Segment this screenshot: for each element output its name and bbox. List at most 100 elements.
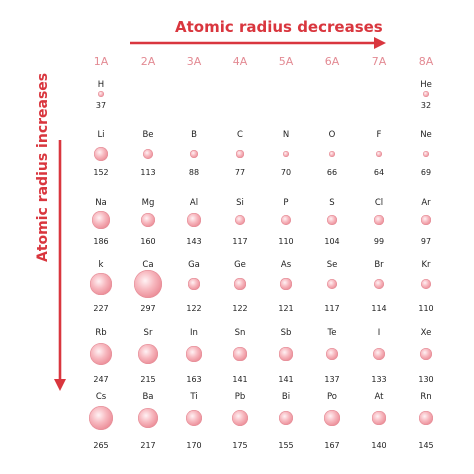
element-symbol: He [420, 80, 432, 90]
element-symbol: B [191, 130, 197, 140]
element-symbol: N [282, 130, 290, 140]
group-label: 6A [324, 55, 340, 68]
atomic-radius-value: 167 [324, 441, 340, 450]
atomic-radius-value: 88 [188, 168, 200, 177]
atom-circle [189, 149, 199, 159]
atom-circle [324, 410, 340, 426]
atom-circle [234, 278, 246, 290]
atom-circle [88, 405, 114, 431]
atom-circle [327, 215, 337, 225]
atom-circle [188, 278, 200, 290]
atomic-radius-value: 227 [93, 304, 109, 313]
element-symbol: Sb [280, 328, 292, 338]
element-symbol: Ne [420, 130, 432, 140]
element-symbol: k [98, 260, 104, 270]
atomic-radius-value: 141 [278, 375, 294, 384]
atomic-radius-value: 114 [371, 304, 387, 313]
group-label: 4A [232, 55, 248, 68]
element-symbol: Al [189, 198, 199, 208]
atom-circle [420, 278, 432, 290]
atom-circle [282, 150, 290, 158]
horizontal-arrow [130, 37, 386, 49]
element-symbol: Xe [420, 328, 432, 338]
atomic-radius-value: 160 [140, 237, 156, 246]
atomic-radius-value: 99 [373, 237, 385, 246]
atomic-radius-value: 97 [420, 237, 432, 246]
atom-circle [98, 91, 104, 97]
atomic-radius-value: 69 [420, 168, 432, 177]
element-symbol: Ba [142, 392, 154, 402]
atomic-radius-value: 215 [140, 375, 156, 384]
element-symbol: Ar [421, 198, 431, 208]
group-label: 2A [140, 55, 156, 68]
atomic-radius-value: 143 [186, 237, 202, 246]
atomic-radius-value: 104 [324, 237, 340, 246]
atomic-radius-value: 122 [232, 304, 248, 313]
element-symbol: Rb [95, 328, 107, 338]
atomic-radius-value: 32 [420, 101, 432, 110]
atomic-radius-value: 155 [278, 441, 294, 450]
group-label: 3A [186, 55, 202, 68]
group-label: 8A [418, 55, 434, 68]
atom-circle [231, 409, 249, 427]
atom-circle [187, 213, 201, 227]
atom-circle [419, 347, 433, 361]
side-arrow-title: Atomic radius increases [35, 72, 51, 262]
atom-circle [234, 214, 246, 226]
atomic-radius-value: 175 [232, 441, 248, 450]
atom-circle [423, 91, 429, 97]
atomic-radius-value: 145 [418, 441, 434, 450]
atomic-radius-value: 110 [418, 304, 434, 313]
atom-circle [279, 347, 293, 361]
element-symbol: Te [327, 328, 337, 338]
atomic-radius-value: 141 [232, 375, 248, 384]
atom-circle [325, 347, 339, 361]
atom-circle [142, 148, 154, 160]
element-symbol: Ca [142, 260, 154, 270]
element-symbol: Si [236, 198, 244, 208]
atomic-radius-value: 66 [326, 168, 338, 177]
element-symbol: In [190, 328, 198, 338]
atom-circle [186, 346, 202, 362]
atom-circle [419, 411, 433, 425]
element-symbol: Cs [95, 392, 107, 402]
group-label: 1A [93, 55, 109, 68]
element-symbol: Sr [143, 328, 153, 338]
element-symbol: Ti [190, 392, 198, 402]
atom-circle [326, 278, 338, 290]
element-symbol: Br [374, 260, 384, 270]
element-symbol: F [376, 130, 382, 140]
atomic-radius-value: 117 [232, 237, 248, 246]
element-symbol: Po [326, 392, 338, 402]
atom-circle [233, 347, 247, 361]
element-symbol: C [237, 130, 243, 140]
atomic-radius-value: 170 [186, 441, 202, 450]
atom-circle [90, 273, 112, 295]
element-symbol: S [329, 198, 335, 208]
element-symbol: As [280, 260, 292, 270]
atomic-radius-value: 186 [93, 237, 109, 246]
group-label: 7A [371, 55, 387, 68]
atom-circle [278, 410, 294, 426]
element-symbol: Sn [234, 328, 246, 338]
element-symbol: Na [95, 198, 107, 208]
group-label: 5A [278, 55, 294, 68]
atomic-radius-value: 113 [140, 168, 156, 177]
atom-circle [374, 215, 384, 225]
atom-circle [422, 150, 430, 158]
element-symbol: Ga [188, 260, 200, 270]
atom-circle [134, 270, 162, 298]
atomic-radius-value: 152 [93, 168, 109, 177]
vertical-arrow [54, 140, 66, 391]
atom-circle [89, 342, 113, 366]
element-symbol: Rn [420, 392, 432, 402]
atomic-radius-value: 265 [93, 441, 109, 450]
atom-circle [280, 214, 292, 226]
element-symbol: At [374, 392, 384, 402]
atomic-radius-value: 117 [324, 304, 340, 313]
atom-circle [280, 278, 292, 290]
atomic-radius-value: 122 [186, 304, 202, 313]
atomic-radius-value: 247 [93, 375, 109, 384]
